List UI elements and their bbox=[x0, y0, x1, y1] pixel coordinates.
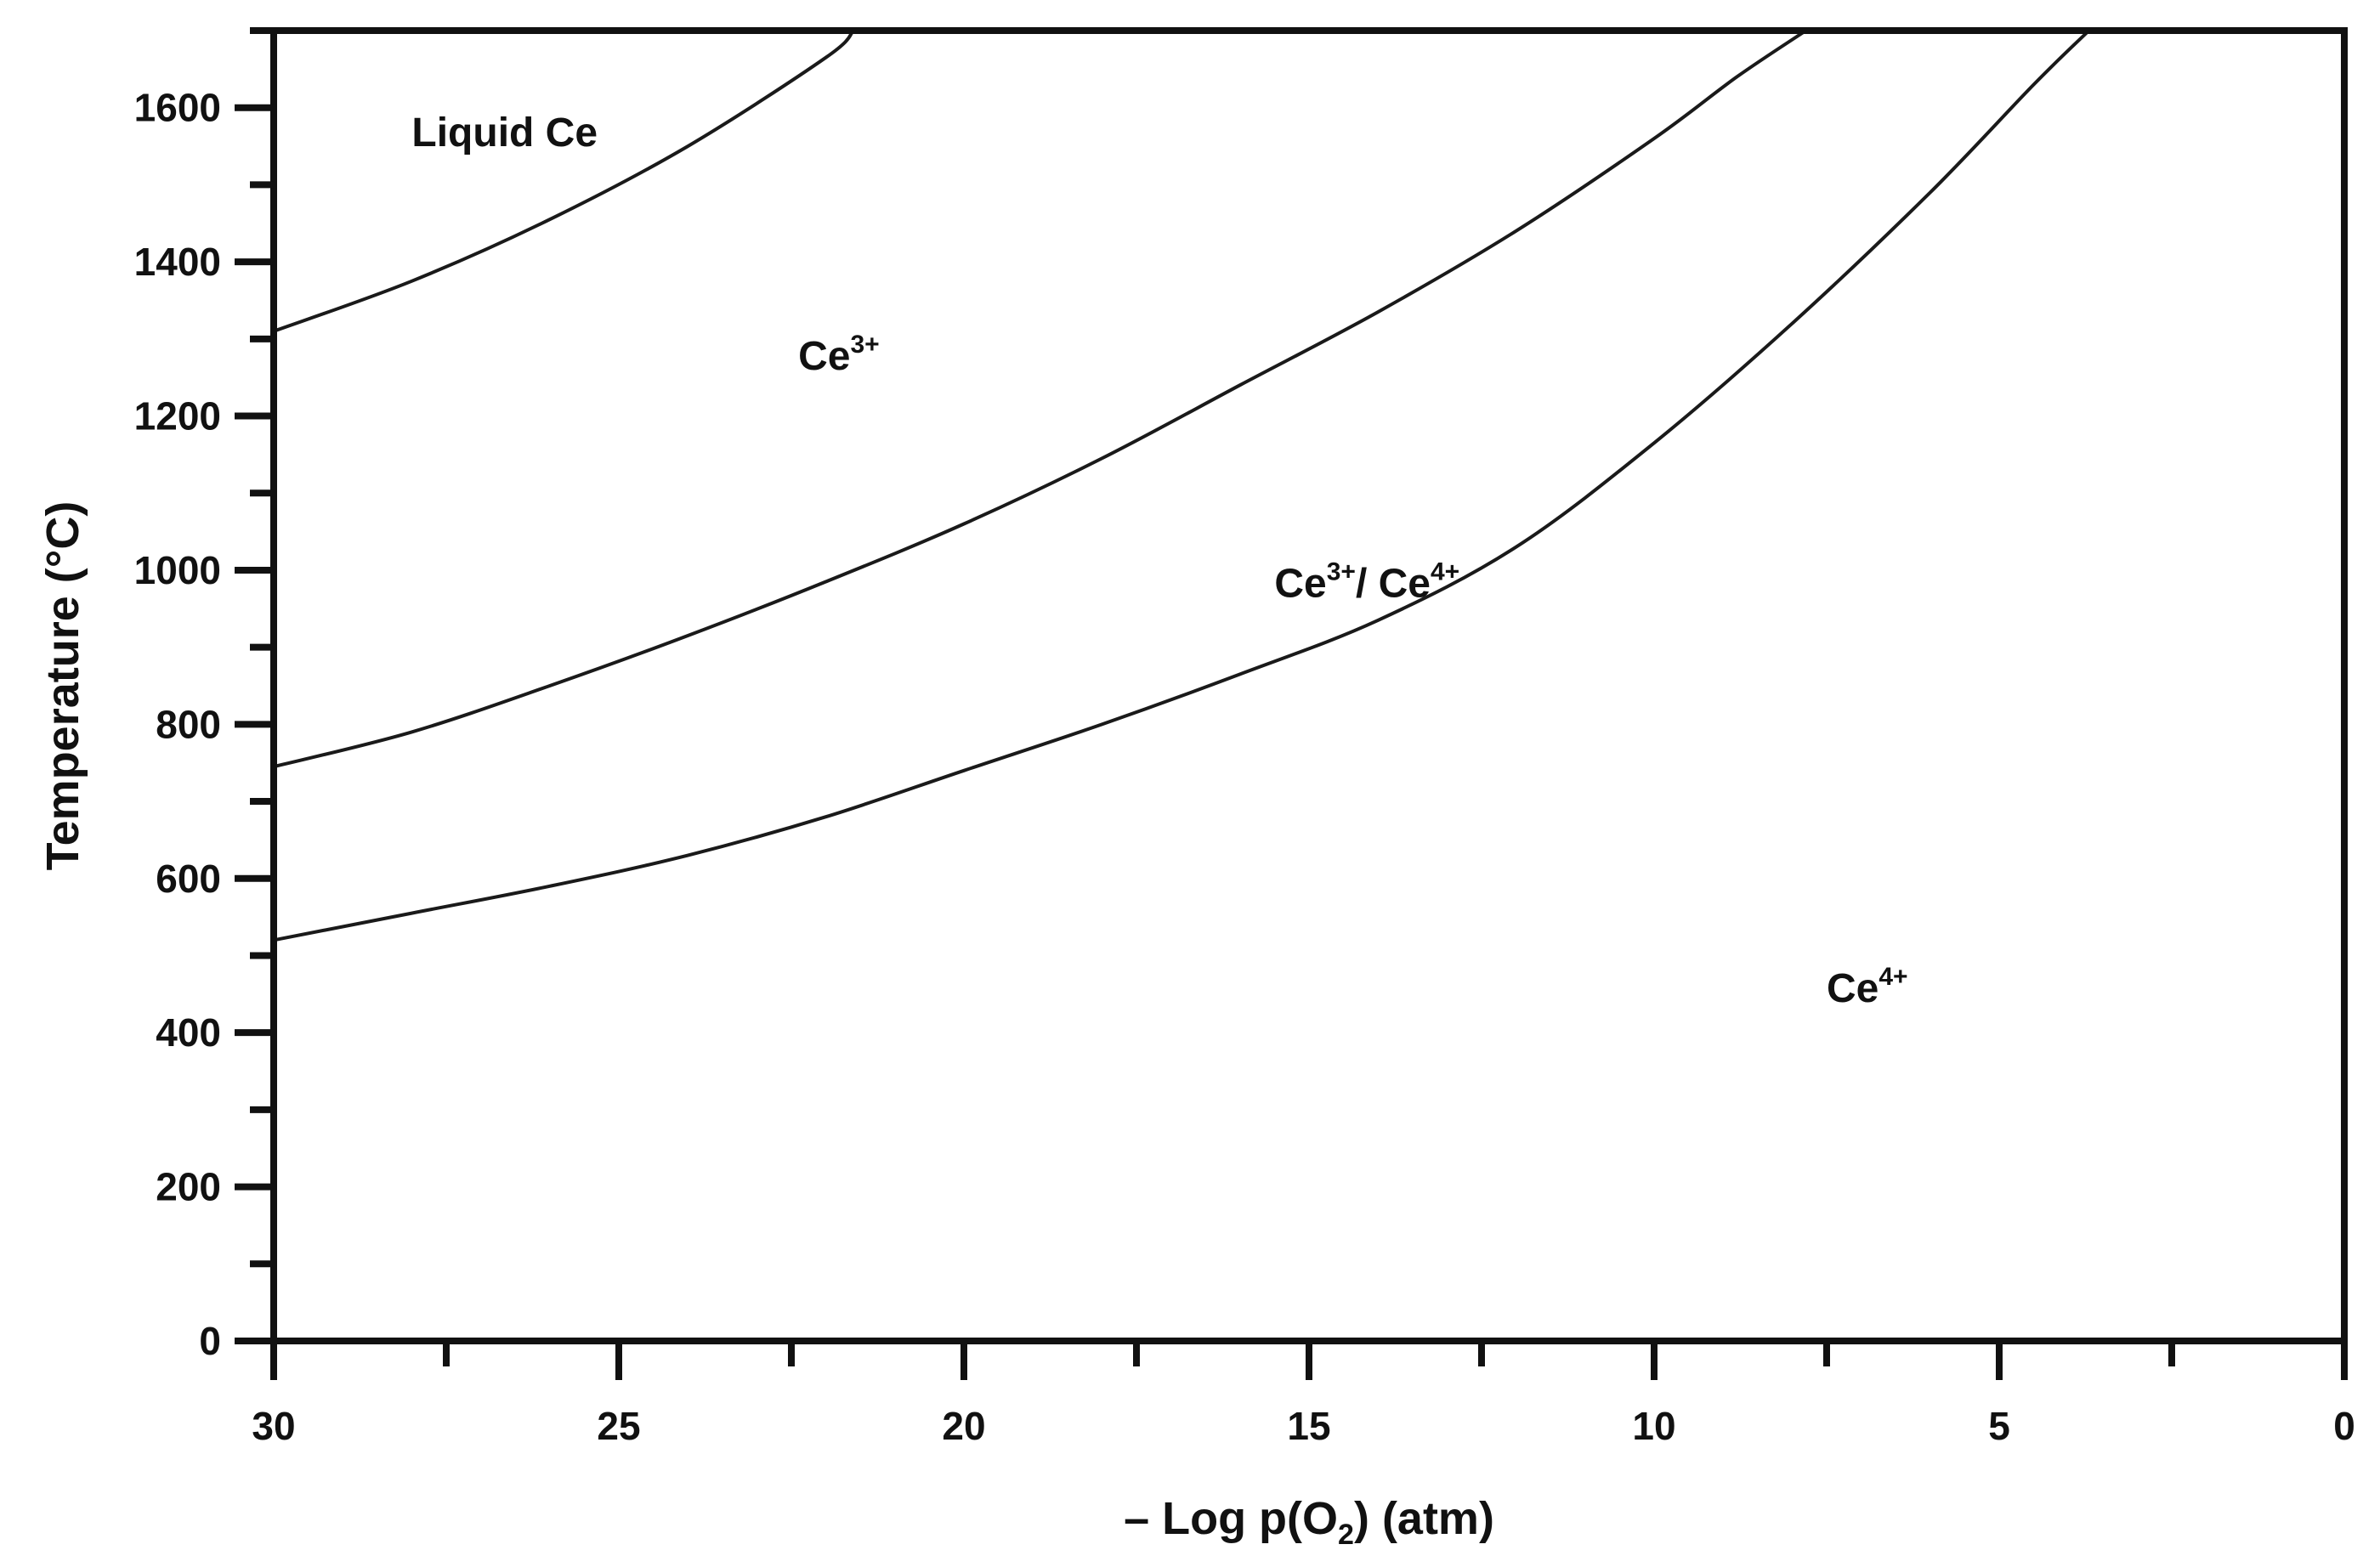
y-tick-label: 200 bbox=[156, 1165, 221, 1209]
y-tick-label: 1600 bbox=[134, 86, 221, 130]
x-tick-label: 25 bbox=[597, 1404, 640, 1448]
region-label: Liquid Ce bbox=[411, 110, 598, 156]
x-tick-label: 20 bbox=[942, 1404, 985, 1448]
x-axis-title: – Log p(O2) (atm) bbox=[1124, 1493, 1494, 1551]
x-tick-label: 10 bbox=[1632, 1404, 1675, 1448]
x-tick-label: 5 bbox=[1988, 1404, 2010, 1448]
phase-boundary-line-3 bbox=[273, 29, 2090, 942]
x-tick-label: 15 bbox=[1287, 1404, 1330, 1448]
y-tick-label: 1400 bbox=[134, 240, 221, 284]
y-tick-label: 800 bbox=[156, 702, 221, 746]
y-tick-label: 400 bbox=[156, 1010, 221, 1055]
y-tick-label: 600 bbox=[156, 857, 221, 901]
y-axis-title: Temperature (°C) bbox=[37, 501, 88, 871]
region-label: Ce3+ bbox=[798, 331, 880, 379]
y-tick-label: 1000 bbox=[134, 548, 221, 592]
x-tick-label: 0 bbox=[2333, 1404, 2355, 1448]
plot-area-frame bbox=[270, 27, 2348, 1344]
y-tick-label: 0 bbox=[199, 1319, 221, 1363]
x-axis: 30 25 20 15 10 5 0 bbox=[252, 1341, 2355, 1448]
x-tick-label: 30 bbox=[252, 1404, 295, 1448]
region-labels: Liquid Ce Ce3+ Ce3+/ Ce4+ Ce4+ bbox=[411, 110, 1907, 1011]
region-label: Ce4+ bbox=[1827, 963, 1908, 1011]
y-tick-label: 1200 bbox=[134, 394, 221, 438]
y-axis: 0 200 400 600 800 1000 1200 1400 1600 bbox=[134, 27, 274, 1363]
phase-boundary-line-2 bbox=[273, 29, 1807, 769]
region-label: Ce3+/ Ce4+ bbox=[1274, 558, 1459, 607]
phase-boundary-line-1 bbox=[273, 29, 855, 333]
phase-boundary-curves bbox=[273, 29, 2090, 942]
